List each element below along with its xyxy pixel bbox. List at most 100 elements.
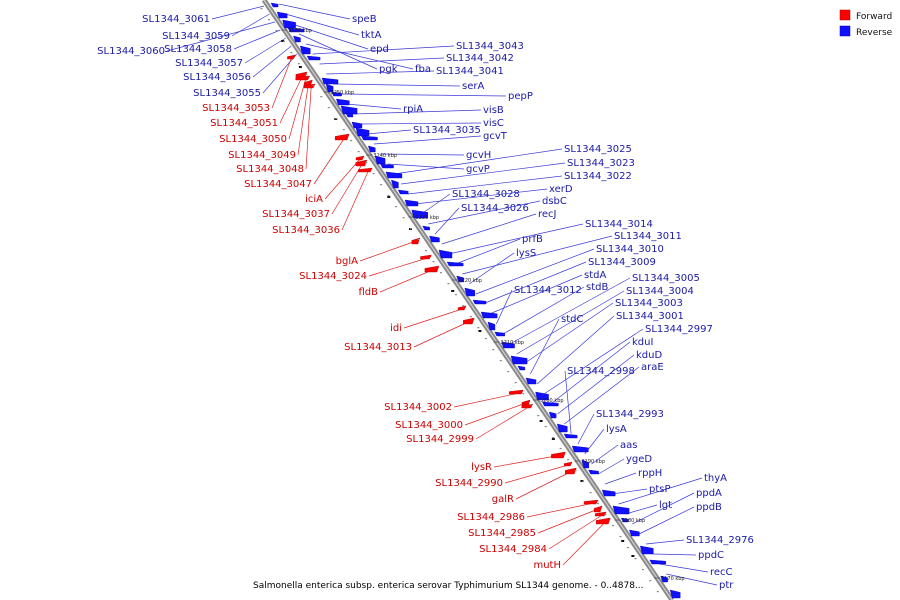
forward-gene-label[interactable]: SL1344_2985 — [468, 528, 536, 539]
reverse-gene-label[interactable]: gcvP — [466, 164, 490, 175]
forward-gene-feature[interactable] — [355, 159, 368, 167]
reverse-gene-label[interactable]: ptr — [719, 580, 734, 591]
reverse-gene-feature[interactable] — [336, 98, 350, 106]
forward-gene-label[interactable]: bglA — [336, 256, 358, 267]
forward-gene-label[interactable]: SL1344_2990 — [435, 478, 503, 489]
reverse-gene-feature[interactable] — [669, 589, 681, 599]
forward-gene-feature[interactable] — [593, 505, 603, 513]
reverse-gene-feature[interactable] — [351, 121, 363, 129]
reverse-gene-label[interactable]: aas — [620, 440, 637, 451]
reverse-gene-label[interactable]: fba — [415, 64, 431, 75]
reverse-gene-label[interactable]: kduD — [636, 350, 662, 361]
reverse-gene-feature[interactable] — [300, 45, 311, 55]
reverse-gene-label[interactable]: SL1344_3028 — [452, 189, 520, 200]
reverse-gene-feature[interactable] — [517, 365, 526, 371]
forward-gene-feature[interactable] — [596, 517, 611, 525]
reverse-gene-label[interactable]: rppH — [638, 468, 662, 479]
forward-gene-label[interactable]: SL1344_3024 — [299, 271, 367, 282]
reverse-gene-label[interactable]: SL1344_3026 — [461, 203, 529, 214]
reverse-gene-feature[interactable] — [374, 155, 386, 165]
forward-gene-feature[interactable] — [463, 317, 475, 325]
forward-gene-feature[interactable] — [551, 451, 566, 459]
reverse-gene-label[interactable]: SL1344_3059 — [162, 31, 230, 42]
reverse-gene-label[interactable]: ppdC — [698, 550, 724, 561]
forward-gene-label[interactable]: fldB — [358, 287, 378, 298]
reverse-gene-feature[interactable] — [404, 199, 419, 207]
reverse-gene-feature[interactable] — [480, 311, 498, 319]
reverse-gene-label[interactable]: visC — [483, 118, 504, 129]
forward-gene-feature[interactable] — [287, 54, 296, 60]
reverse-gene-feature[interactable] — [660, 575, 668, 583]
reverse-gene-feature[interactable] — [456, 275, 464, 283]
reverse-gene-label[interactable]: stdA — [584, 270, 606, 281]
reverse-gene-feature[interactable] — [422, 225, 430, 231]
reverse-gene-label[interactable]: SL1344_3060 — [97, 46, 165, 57]
forward-gene-feature[interactable] — [334, 133, 350, 141]
reverse-gene-feature[interactable] — [385, 171, 403, 179]
forward-gene-label[interactable]: idi — [390, 323, 402, 334]
reverse-gene-feature[interactable] — [601, 489, 616, 497]
reverse-gene-label[interactable]: ppdA — [696, 488, 722, 499]
reverse-gene-label[interactable]: SL1344_3009 — [588, 257, 656, 268]
forward-gene-label[interactable]: lysR — [471, 462, 492, 473]
reverse-gene-label[interactable]: visB — [483, 105, 504, 116]
reverse-gene-label[interactable]: SL1344_3005 — [632, 273, 700, 284]
forward-gene-feature[interactable] — [411, 237, 421, 245]
reverse-gene-label[interactable]: epd — [370, 44, 389, 55]
reverse-gene-feature[interactable] — [380, 163, 394, 169]
reverse-gene-label[interactable]: SL1344_3012 — [514, 285, 582, 296]
forward-gene-label[interactable]: SL1344_3036 — [272, 225, 340, 236]
forward-gene-label[interactable]: SL1344_2984 — [479, 544, 547, 555]
reverse-gene-label[interactable]: SL1344_3043 — [456, 41, 524, 52]
reverse-gene-label[interactable]: SL1344_3022 — [564, 171, 632, 182]
reverse-gene-feature[interactable] — [557, 423, 568, 433]
reverse-gene-feature[interactable] — [270, 2, 279, 8]
reverse-gene-label[interactable]: gcvH — [466, 150, 491, 161]
reverse-gene-feature[interactable] — [391, 179, 399, 189]
reverse-gene-label[interactable]: ppdB — [696, 502, 722, 513]
forward-gene-label[interactable]: SL1344_2999 — [406, 434, 474, 445]
forward-gene-feature[interactable] — [424, 265, 440, 273]
reverse-gene-label[interactable]: SL1344_3025 — [564, 144, 632, 155]
forward-gene-feature[interactable] — [594, 511, 607, 517]
reverse-gene-label[interactable]: SL1344_3004 — [626, 286, 694, 297]
reverse-gene-label[interactable]: ptsP — [649, 484, 671, 495]
reverse-gene-label[interactable]: speB — [352, 14, 377, 25]
reverse-gene-label[interactable]: tktA — [361, 30, 382, 41]
reverse-gene-label[interactable]: SL1344_3023 — [567, 158, 635, 169]
reverse-gene-feature[interactable] — [367, 145, 376, 153]
reverse-gene-feature[interactable] — [563, 433, 578, 439]
reverse-gene-label[interactable]: lysS — [516, 248, 536, 259]
reverse-gene-feature[interactable] — [501, 341, 515, 349]
forward-gene-label[interactable]: SL1344_2986 — [457, 512, 525, 523]
reverse-gene-feature[interactable] — [620, 517, 629, 523]
reverse-gene-feature[interactable] — [287, 27, 305, 33]
reverse-gene-feature[interactable] — [446, 261, 464, 267]
reverse-gene-feature[interactable] — [429, 235, 440, 243]
reverse-gene-label[interactable]: SL1344_2993 — [596, 409, 664, 420]
reverse-gene-label[interactable]: stdC — [561, 314, 583, 325]
reverse-gene-feature[interactable] — [649, 559, 666, 565]
forward-gene-label[interactable]: SL1344_3053 — [202, 103, 270, 114]
forward-gene-label[interactable]: iciA — [305, 194, 323, 205]
reverse-gene-feature[interactable] — [548, 411, 557, 419]
reverse-gene-feature[interactable] — [282, 19, 296, 29]
forward-gene-label[interactable]: galR — [492, 494, 514, 505]
reverse-gene-label[interactable]: prfB — [522, 234, 543, 245]
reverse-gene-feature[interactable] — [588, 469, 599, 475]
reverse-gene-feature[interactable] — [306, 55, 321, 61]
reverse-gene-label[interactable]: thyA — [704, 473, 727, 484]
forward-gene-feature[interactable] — [565, 467, 577, 475]
reverse-gene-label[interactable]: lgt — [659, 500, 672, 511]
reverse-gene-feature[interactable] — [464, 287, 476, 297]
reverse-gene-label[interactable]: SL1344_2976 — [686, 535, 754, 546]
forward-gene-label[interactable]: SL1344_3000 — [395, 420, 463, 431]
reverse-gene-label[interactable]: SL1344_3011 — [614, 231, 682, 242]
reverse-gene-label[interactable]: xerD — [549, 184, 573, 195]
forward-gene-feature[interactable] — [295, 75, 311, 81]
reverse-gene-feature[interactable] — [293, 35, 301, 43]
reverse-gene-feature[interactable] — [629, 529, 640, 537]
reverse-gene-label[interactable]: araE — [641, 362, 664, 373]
reverse-gene-feature[interactable] — [525, 377, 537, 385]
reverse-gene-feature[interactable] — [581, 459, 589, 469]
